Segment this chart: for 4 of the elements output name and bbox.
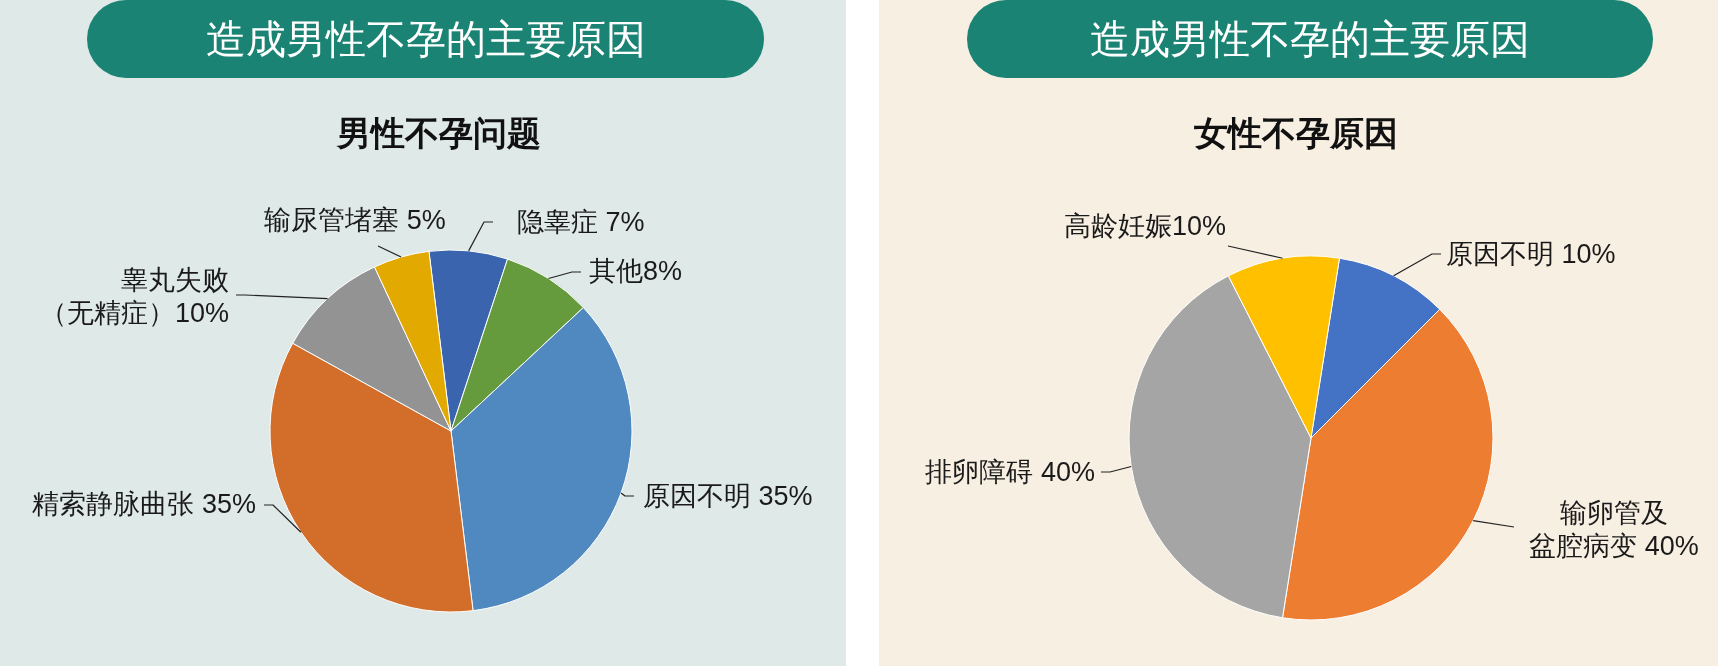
chart-subtitle: 男性不孕问题	[336, 114, 541, 152]
chart-title: 造成男性不孕的主要原因	[205, 17, 646, 61]
chart-subtitle: 女性不孕原因	[1193, 114, 1398, 152]
chart-title: 造成男性不孕的主要原因	[1090, 17, 1530, 61]
